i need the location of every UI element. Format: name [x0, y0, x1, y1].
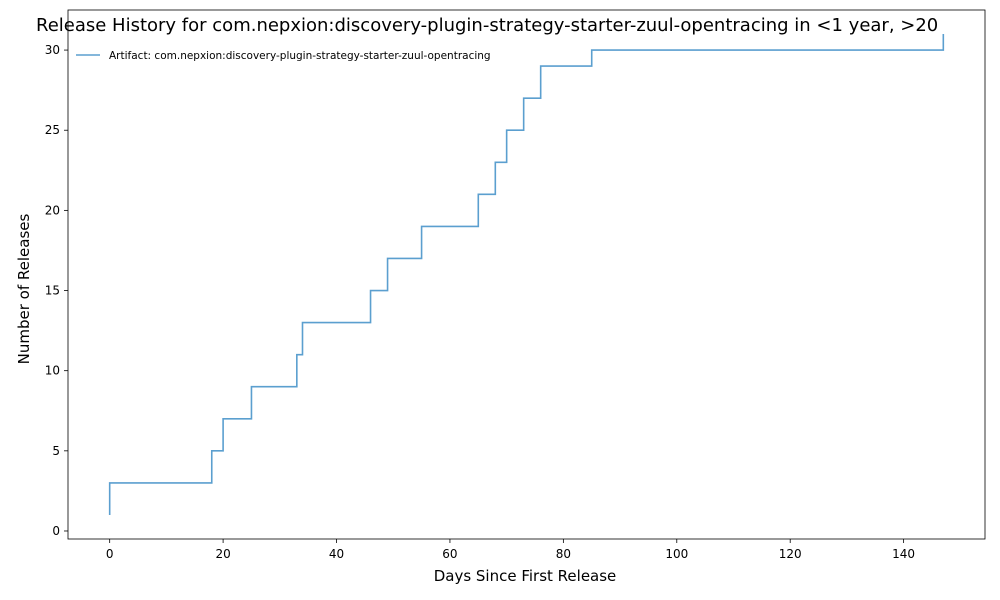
x-tick-label: 40	[329, 547, 344, 561]
y-tick-label: 10	[45, 364, 60, 378]
x-tick-label: 60	[442, 547, 457, 561]
series-line	[108, 34, 945, 515]
y-tick-label: 0	[52, 524, 60, 538]
y-tick-label: 5	[52, 444, 60, 458]
x-tick-label: 100	[665, 547, 688, 561]
y-tick-label: 20	[45, 203, 60, 217]
legend: Artifact: com.nepxion:discovery-plugin-s…	[76, 50, 491, 62]
x-tick-label: 20	[215, 547, 230, 561]
x-tick-label: 80	[556, 547, 571, 561]
chart-title: Release History for com.nepxion:discover…	[36, 15, 938, 36]
x-tick-label: 140	[892, 547, 915, 561]
legend-entry-label: Artifact: com.nepxion:discovery-plugin-s…	[109, 50, 491, 62]
y-tick-label: 30	[45, 43, 60, 57]
y-tick-label: 25	[45, 123, 60, 137]
axes-frame	[67, 9, 986, 540]
y-axis-label: Number of Releases	[15, 213, 33, 364]
x-tick-label: 120	[779, 547, 802, 561]
y-tick-label: 15	[45, 284, 60, 298]
x-axis-label: Days Since First Release	[434, 567, 617, 585]
x-tick-label: 0	[106, 547, 114, 561]
plot-area: 0 20 40 60 80 100 120 140 0 5 10 15 20 25 30	[45, 9, 986, 561]
